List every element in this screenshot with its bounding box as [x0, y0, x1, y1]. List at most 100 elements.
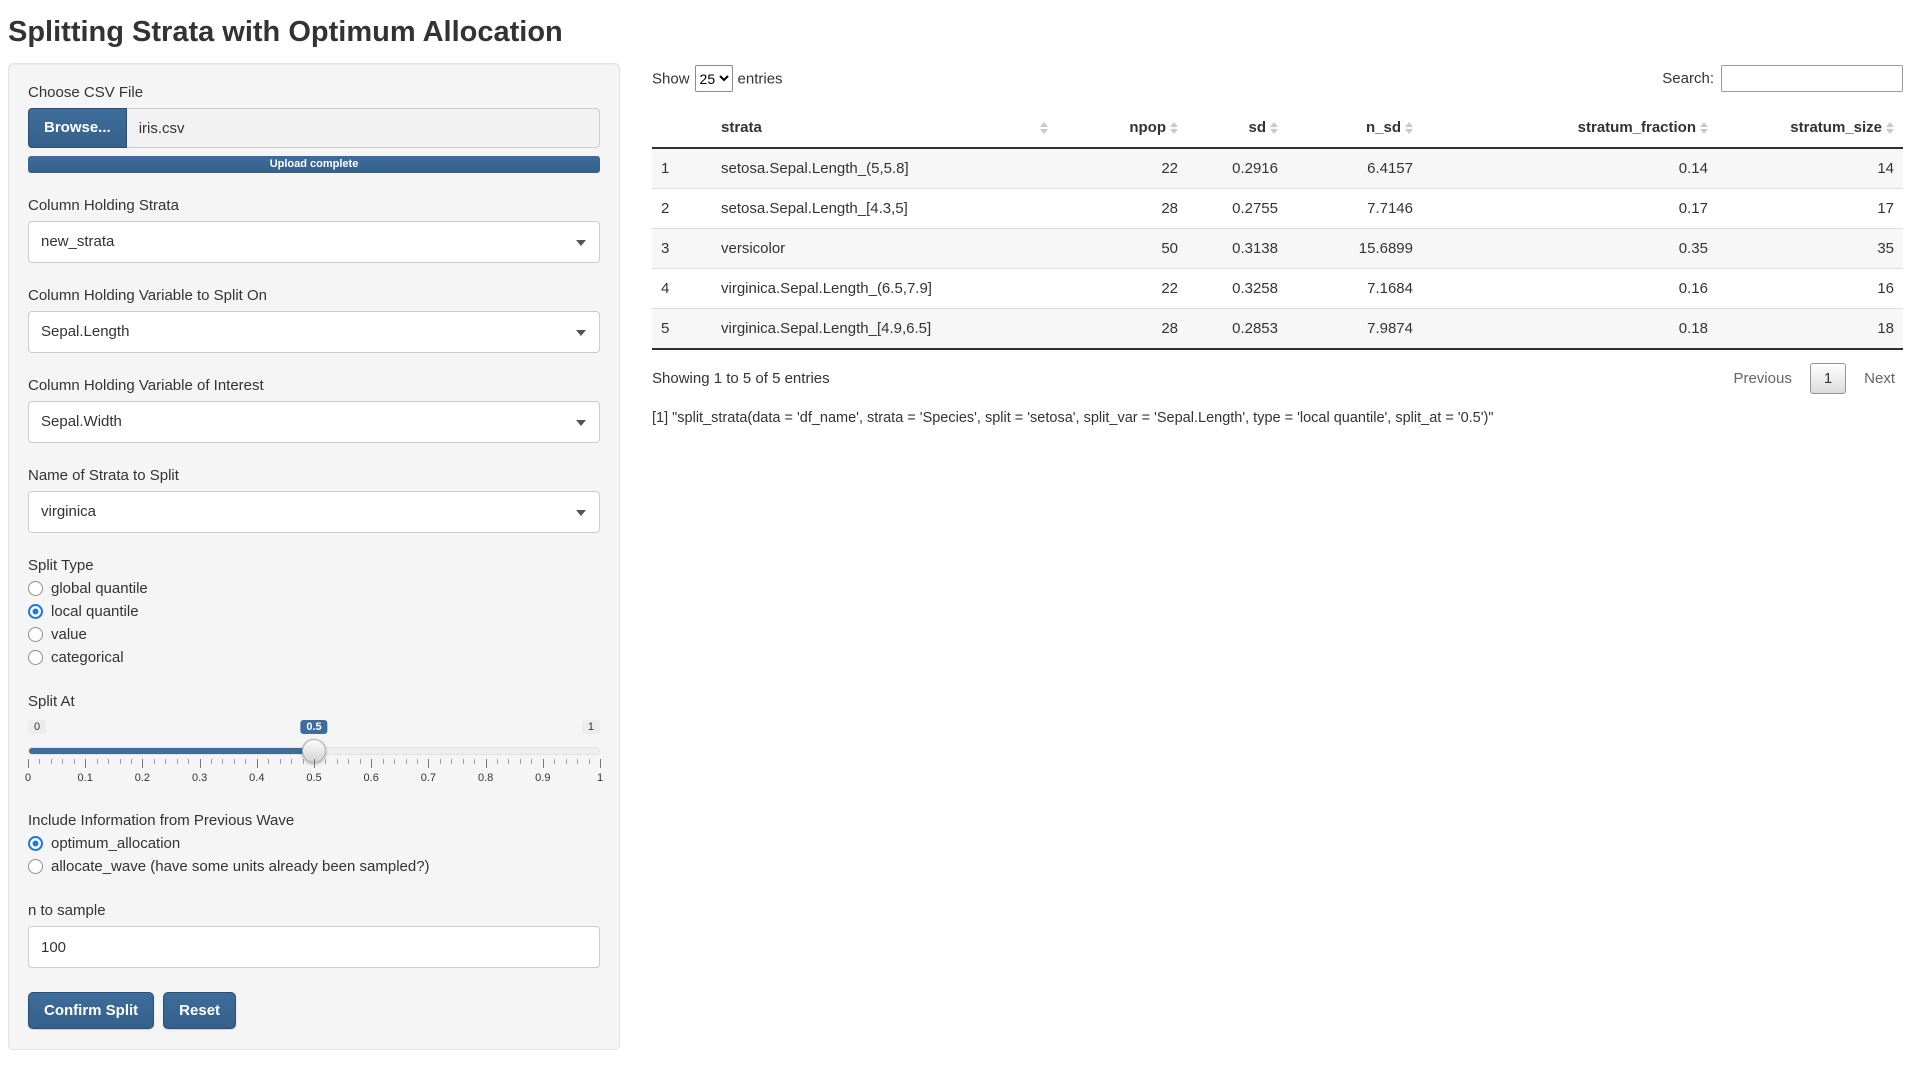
column-header-label: stratum_fraction: [1578, 119, 1696, 136]
column-header-stratum-fraction[interactable]: stratum_fraction: [1422, 108, 1717, 148]
radio-button-icon: [28, 650, 43, 665]
slider-value-label: 0.5: [300, 720, 327, 734]
slider-tick: [291, 759, 292, 764]
slider-tick: [188, 759, 189, 764]
column-header-stratum-size[interactable]: stratum_size: [1717, 108, 1903, 148]
table-row: 1setosa.Sepal.Length_(5,5.8]220.29166.41…: [652, 148, 1903, 189]
select-group-column-holding-strata: Column Holding Strata new_strata: [28, 197, 600, 263]
slider-tick: [39, 759, 40, 764]
radio-split-type-local-quantile[interactable]: local quantile: [28, 600, 600, 623]
slider-tick: [577, 759, 578, 764]
table-header-row: strata npop sd n_sd stratum_fraction str…: [652, 108, 1903, 148]
page-title: Splitting Strata with Optimum Allocation: [8, 16, 1906, 49]
column-header-npop[interactable]: npop: [1057, 108, 1187, 148]
column-header-strata[interactable]: strata: [712, 108, 1057, 148]
slider-tick: [108, 759, 109, 764]
page-1-button[interactable]: 1: [1810, 363, 1846, 394]
select-label-column-holding-variable-to-split-on: Column Holding Variable to Split On: [28, 287, 600, 304]
slider-tick: [497, 759, 498, 764]
app-page: Splitting Strata with Optimum Allocation…: [0, 0, 1906, 1050]
slider-tick: [406, 759, 407, 764]
results-panel: Show25entries Search: strata npop sd n_s…: [652, 61, 1903, 426]
row-index-cell: 1: [652, 148, 712, 189]
file-input: Browse... iris.csv: [28, 108, 600, 148]
cell-sd: 0.3258: [1187, 269, 1287, 309]
confirm-split-button[interactable]: Confirm Split: [28, 992, 154, 1029]
previous-page-button[interactable]: Previous: [1725, 364, 1799, 393]
next-page-button[interactable]: Next: [1856, 364, 1903, 393]
slider-tick: [543, 759, 544, 768]
cell-npop: 22: [1057, 148, 1187, 189]
slider-tick: [451, 759, 452, 764]
pagination: Previous 1 Next: [1725, 363, 1903, 394]
radio-option-label: allocate_wave (have some units already b…: [51, 858, 430, 875]
slider-tick: [200, 759, 201, 768]
entries-label: entries: [738, 71, 783, 88]
table-controls: Show25entries Search:: [652, 65, 1903, 92]
slider-tick-label: 0.2: [135, 772, 150, 784]
file-input-group: Choose CSV File Browse... iris.csv Uploa…: [28, 84, 600, 173]
page-length-select[interactable]: 25: [695, 65, 733, 92]
radio-split-type-global-quantile[interactable]: global quantile: [28, 577, 600, 600]
cell-strata: virginica.Sepal.Length_[4.9,6.5]: [712, 309, 1057, 350]
radio-split-type-value[interactable]: value: [28, 623, 600, 646]
console-output: [1] "split_strata(data = 'df_name', stra…: [652, 410, 1903, 426]
split-at-group: Split At 0 0.5 1 00.10.20.30.40.50.60.70…: [28, 693, 600, 788]
column-header-label: npop: [1129, 119, 1166, 136]
reset-button[interactable]: Reset: [163, 992, 236, 1029]
slider-tick-label: 0: [25, 772, 31, 784]
slider-tick-label: 0.9: [535, 772, 550, 784]
radio-option-label: global quantile: [51, 580, 148, 597]
slider-tick: [440, 759, 441, 764]
table-search-input[interactable]: [1721, 65, 1903, 92]
cell-n-sd: 7.1684: [1287, 269, 1422, 309]
table-body: 1setosa.Sepal.Length_(5,5.8]220.29166.41…: [652, 148, 1903, 349]
column-header-n-sd[interactable]: n_sd: [1287, 108, 1422, 148]
radio-previous-wave-allocate-wave-have-some-units-already-been-sampled[interactable]: allocate_wave (have some units already b…: [28, 855, 600, 878]
slider-tick: [131, 759, 132, 764]
select-group-column-holding-variable-of-interest: Column Holding Variable of Interest Sepa…: [28, 377, 600, 443]
select-value: virginica: [41, 503, 96, 520]
n-to-sample-input[interactable]: [28, 926, 600, 968]
column-header-label: n_sd: [1366, 119, 1401, 136]
table-footer: Showing 1 to 5 of 5 entries Previous 1 N…: [652, 363, 1903, 394]
radio-previous-wave-optimum-allocation[interactable]: optimum_allocation: [28, 832, 600, 855]
split-type-label: Split Type: [28, 557, 600, 574]
table-row: 3versicolor500.313815.68990.3535: [652, 229, 1903, 269]
chevron-down-icon: [576, 510, 586, 516]
select-group-column-holding-variable-to-split-on: Column Holding Variable to Split On Sepa…: [28, 287, 600, 353]
select-column-holding-strata[interactable]: new_strata: [28, 221, 600, 263]
slider-tick: [211, 759, 212, 764]
select-name-of-strata-to-split[interactable]: virginica: [28, 491, 600, 533]
slider-tick-label: 0.8: [478, 772, 493, 784]
column-header-label: sd: [1248, 119, 1266, 136]
slider-tick: [51, 759, 52, 764]
chevron-down-icon: [576, 240, 586, 246]
radio-button-icon: [28, 836, 43, 851]
radio-button-icon: [28, 859, 43, 874]
split-at-slider[interactable]: 0 0.5 1 00.10.20.30.40.50.60.70.80.91: [28, 720, 600, 788]
cell-n-sd: 15.6899: [1287, 229, 1422, 269]
slider-tick: [474, 759, 475, 764]
slider-tick: [520, 759, 521, 764]
cell-sd: 0.2916: [1187, 148, 1287, 189]
slider-tick: [85, 759, 86, 768]
cell-n-sd: 7.9874: [1287, 309, 1422, 350]
slider-tick: [486, 759, 487, 768]
column-header-sd[interactable]: sd: [1187, 108, 1287, 148]
select-value: Sepal.Width: [41, 413, 122, 430]
browse-button[interactable]: Browse...: [28, 108, 127, 148]
sort-icon: [1700, 122, 1708, 134]
slider-tick: [371, 759, 372, 768]
results-table: strata npop sd n_sd stratum_fraction str…: [652, 108, 1903, 350]
select-column-holding-variable-to-split-on[interactable]: Sepal.Length: [28, 311, 600, 353]
slider-tick: [554, 759, 555, 764]
radio-option-label: categorical: [51, 649, 124, 666]
select-column-holding-variable-of-interest[interactable]: Sepal.Width: [28, 401, 600, 443]
cell-stratum-size: 16: [1717, 269, 1903, 309]
upload-progress-bar: Upload complete: [28, 156, 600, 173]
slider-tick: [360, 759, 361, 764]
show-label: Show: [652, 71, 690, 88]
slider-tick: [417, 759, 418, 764]
radio-split-type-categorical[interactable]: categorical: [28, 646, 600, 669]
